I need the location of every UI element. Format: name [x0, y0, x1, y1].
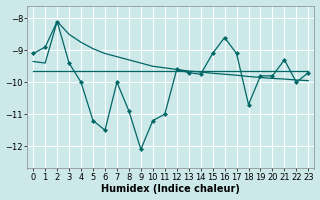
X-axis label: Humidex (Indice chaleur): Humidex (Indice chaleur): [101, 184, 240, 194]
